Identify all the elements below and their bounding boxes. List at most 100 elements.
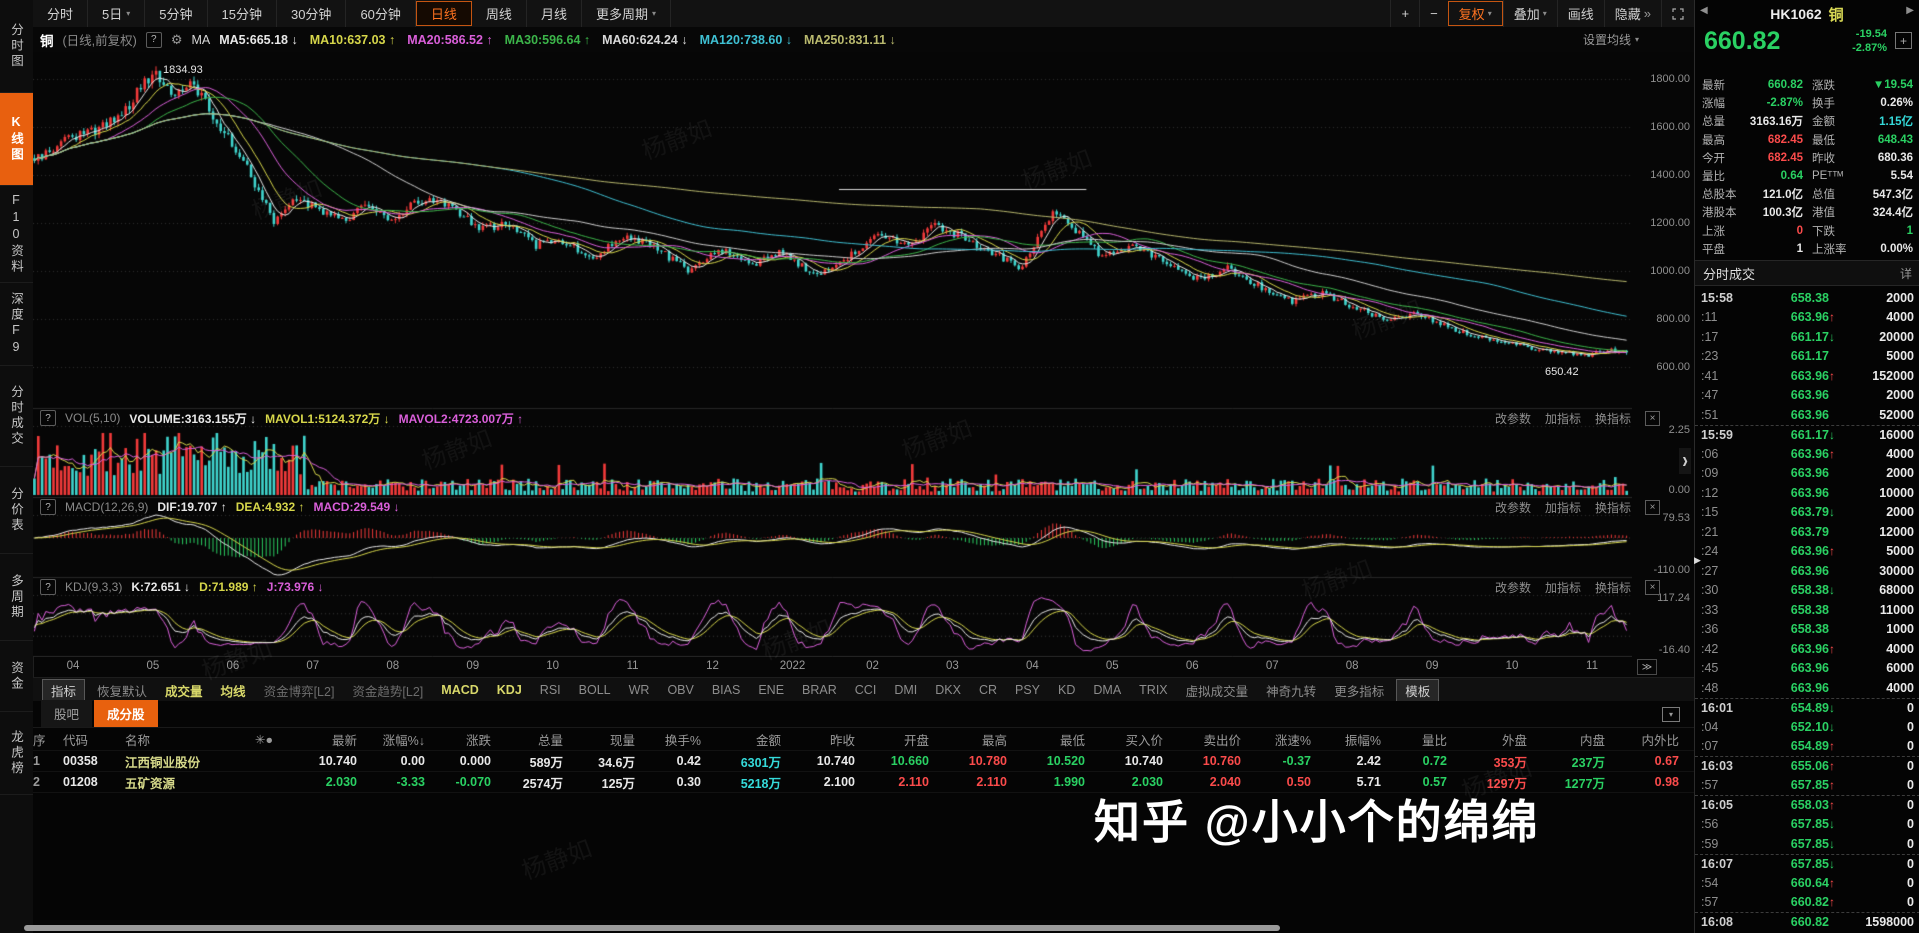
indicator-tab-DMI[interactable]: DMI — [894, 683, 918, 697]
column-header[interactable]: 最新 — [331, 733, 357, 748]
sidebar-item-zijin[interactable]: 资金 — [0, 641, 33, 712]
tick-row[interactable]: :12 663.96 10000 — [1695, 483, 1919, 503]
sidebar-item-fenjiabiao[interactable]: 分价表 — [0, 467, 33, 554]
panel-resize-handle[interactable]: ▶ — [1694, 555, 1701, 565]
indicator-tab-BOLL[interactable]: BOLL — [578, 683, 611, 697]
column-header[interactable]: 昨收 — [829, 733, 855, 748]
column-header[interactable]: 最低 — [1059, 733, 1085, 748]
column-header[interactable]: 振幅% — [1344, 733, 1381, 748]
tick-row[interactable]: :27 663.96 30000 — [1695, 561, 1919, 581]
indicator-tab-OBV[interactable]: OBV — [667, 683, 694, 697]
add-watchlist-button[interactable]: + — [1895, 32, 1912, 49]
tool-button-fuquan[interactable]: 复权 ▾ — [1447, 1, 1503, 26]
tool-button-yincang[interactable]: 隐藏» — [1603, 0, 1661, 27]
pane-control-加指标[interactable]: 加指标 — [1544, 500, 1581, 515]
tick-row[interactable]: 16:03 655.06 ↑ 0 — [1695, 756, 1919, 776]
prev-stock-arrow[interactable]: ◀ — [1700, 5, 1708, 16]
tick-row[interactable]: :42 663.96 ↑ 4000 — [1695, 639, 1919, 659]
column-header[interactable]: 内盘 — [1579, 733, 1605, 748]
tick-row[interactable]: :57 657.85 ↑ 0 — [1695, 776, 1919, 796]
tool-button-zoom-out[interactable]: − — [1419, 0, 1448, 27]
indicator-tab-KDJ[interactable]: KDJ — [496, 683, 522, 697]
help-icon[interactable]: ? — [145, 31, 162, 48]
indicator-tab-更多指标[interactable]: 更多指标 — [1334, 684, 1385, 699]
indicator-tab-ENE[interactable]: ENE — [758, 683, 785, 697]
close-pane-icon[interactable]: × — [1645, 410, 1660, 426]
help-icon[interactable]: ? — [40, 499, 56, 515]
indicator-tab-WR[interactable]: WR — [628, 683, 650, 697]
period-button-15分钟[interactable]: 15分钟 — [208, 0, 277, 27]
column-header[interactable]: 开盘 — [903, 733, 929, 748]
sidebar-item-shendu-f9[interactable]: 深度F9 — [0, 283, 33, 366]
tick-row[interactable]: :24 663.96 ↑ 5000 — [1695, 542, 1919, 562]
ticks-detail-link[interactable]: 详 — [1899, 266, 1912, 281]
period-button-周线[interactable]: 周线 — [472, 0, 527, 27]
pane-control-加指标[interactable]: 加指标 — [1544, 580, 1581, 595]
tick-row[interactable]: :59 657.85 ↓ 0 — [1695, 834, 1919, 854]
indicator-tab-MACD[interactable]: MACD — [441, 683, 479, 697]
indicator-tab-资金趋势[L2][interactable]: 资金趋势[L2] — [352, 684, 424, 699]
tick-row[interactable]: :41 663.96 ↑ 152000 — [1695, 366, 1919, 386]
sidebar-item-longhubang[interactable]: 龙虎榜 — [0, 712, 33, 795]
sidebar-item-fenshi-chengjiao[interactable]: 分时成交 — [0, 366, 33, 467]
x-axis-more-button[interactable]: ≫ — [1637, 659, 1657, 675]
period-button-5日[interactable]: 5日 ▾ — [88, 0, 146, 27]
indicator-tab-虚拟成交量[interactable]: 虚拟成交量 — [1185, 684, 1249, 699]
panel-layout-icon[interactable]: ▾ — [1662, 707, 1680, 722]
indicator-tab-CCI[interactable]: CCI — [854, 683, 877, 697]
tick-row[interactable]: :45 663.96 6000 — [1695, 659, 1919, 679]
tick-row[interactable]: :51 663.96 52000 — [1695, 405, 1919, 425]
table-row[interactable]: 2 01208 五矿资源 2.030 -3.33 -0.070 2574万 125万 0.30 5… — [33, 772, 1694, 793]
column-header[interactable]: 序 — [33, 733, 46, 748]
sidebar-item-duozhouqi[interactable]: 多周期 — [0, 554, 33, 641]
tool-button-diejia[interactable]: 叠加 ▾ — [1502, 0, 1557, 27]
indicator-tab-恢复默认[interactable]: 恢复默认 — [97, 684, 148, 699]
column-header[interactable]: 买入价 — [1125, 733, 1163, 748]
sidebar-item-fenshitu[interactable]: 分时图 — [0, 0, 33, 93]
tick-row[interactable]: 16:08 660.82 1598000 — [1695, 912, 1919, 932]
tick-row[interactable]: :09 663.96 2000 — [1695, 464, 1919, 484]
tick-row[interactable]: :33 658.38 11000 — [1695, 600, 1919, 620]
pane-control-换指标[interactable]: 换指标 — [1594, 411, 1631, 426]
tick-row[interactable]: :56 657.85 ↓ 0 — [1695, 815, 1919, 835]
column-header[interactable]: 内外比 — [1641, 733, 1679, 748]
help-icon[interactable]: ? — [40, 410, 56, 426]
column-header[interactable]: 代码 — [63, 733, 89, 748]
indicator-tab-DMA[interactable]: DMA — [1093, 683, 1122, 697]
column-header[interactable]: 量比 — [1421, 733, 1447, 748]
column-header[interactable]: 外盘 — [1501, 733, 1527, 748]
column-header[interactable]: 最高 — [981, 733, 1007, 748]
tick-row[interactable]: 16:01 654.89 ↓ 0 — [1695, 697, 1919, 718]
tick-row[interactable]: :15 663.79 ↓ 2000 — [1695, 503, 1919, 523]
period-button-60分钟[interactable]: 60分钟 — [346, 0, 416, 27]
tick-row[interactable]: :47 663.96 2000 — [1695, 386, 1919, 406]
indicator-tab-TRIX[interactable]: TRIX — [1139, 683, 1168, 697]
column-header[interactable]: 涨跌 — [465, 733, 491, 748]
indicator-tab-成交量[interactable]: 成交量 — [165, 684, 203, 699]
sidebar-item-kxiantu[interactable]: K线图 — [0, 93, 33, 186]
column-header[interactable]: ✳● — [255, 732, 274, 747]
tick-row[interactable]: :06 663.96 ↑ 4000 — [1695, 444, 1919, 464]
table-row[interactable]: 1 00358 江西铜业股份 10.740 0.00 0.000 589万 34.6万 0.42… — [33, 751, 1694, 772]
tick-row[interactable]: :11 663.96 ↑ 4000 — [1695, 308, 1919, 328]
sidebar-item-f10-ziliao[interactable]: F10资料 — [0, 186, 33, 283]
gear-icon[interactable]: ⚙ — [170, 31, 183, 47]
next-stock-arrow[interactable]: ▶ — [1906, 5, 1914, 16]
close-pane-icon[interactable]: × — [1645, 499, 1660, 515]
tick-row[interactable]: :21 663.79 12000 — [1695, 522, 1919, 542]
help-icon[interactable]: ? — [40, 579, 56, 595]
tick-row[interactable]: :36 658.38 1000 — [1695, 620, 1919, 640]
indicator-tab-资金博弈[L2][interactable]: 资金博弈[L2] — [263, 684, 335, 699]
pane-control-换指标[interactable]: 换指标 — [1594, 580, 1631, 595]
indicator-tab-DKX[interactable]: DKX — [935, 683, 961, 697]
tick-row[interactable]: :23 661.17 5000 — [1695, 347, 1919, 367]
tick-row[interactable]: :17 661.17 ↓ 20000 — [1695, 327, 1919, 347]
indicator-tab-均线[interactable]: 均线 — [220, 684, 246, 699]
tick-row[interactable]: 16:05 658.03 ↑ 0 — [1695, 795, 1919, 815]
ma-settings-button[interactable]: 设置均线 ▾ — [1583, 31, 1639, 48]
pane-control-改参数[interactable]: 改参数 — [1494, 500, 1531, 515]
column-header[interactable]: 现量 — [609, 733, 635, 748]
tick-row[interactable]: :48 663.96 4000 — [1695, 678, 1919, 698]
column-header[interactable]: 名称 — [125, 733, 151, 748]
tool-button-huaxian[interactable]: 画线 — [1556, 0, 1604, 27]
